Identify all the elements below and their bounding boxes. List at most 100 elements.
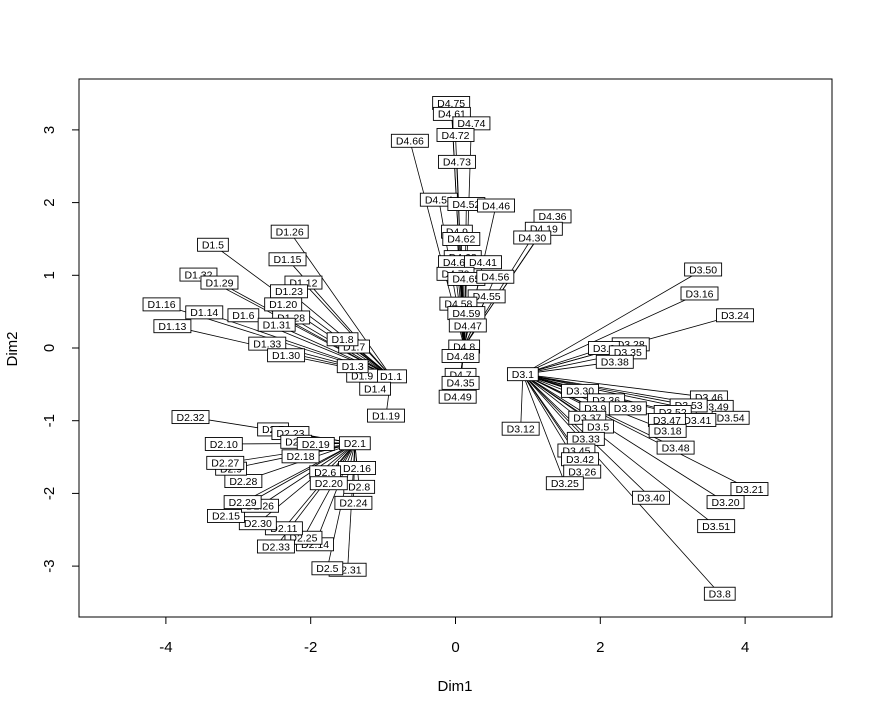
label-box-frame [716,308,754,323]
point-label: D3.51 [702,521,730,533]
x-tick-label: 4 [741,639,749,656]
point-label: D2.10 [210,439,238,451]
point-label-box: D2.6 [309,465,342,480]
point-label: D4.36 [539,211,567,223]
label-box-frame [441,349,480,363]
label-box-frame [268,252,307,267]
point-label: D2.11 [270,523,297,535]
point-label-box: D1.15 [268,252,307,267]
label-box-frame [608,401,647,416]
label-box-frame [207,508,245,523]
y-tick-label: 2 [41,198,58,206]
point-label: D2.5 [316,563,338,575]
point-label: D1.9 [351,370,373,382]
point-label: D2.15 [212,511,240,523]
label-box-frame [257,317,296,332]
x-tick-label: -4 [159,639,172,656]
point-label-box: D3.47 [647,413,686,427]
label-box-frame [200,275,239,290]
point-label-box: D4.35 [441,375,480,390]
point-label: D1.15 [274,254,302,266]
y-tick-label: 1 [41,271,58,279]
point-label: D1.30 [272,350,300,362]
label-box-frame [367,408,405,423]
point-labels: D1.1D1.4D1.9D1.7D1.8D1.3D1.19D1.26D1.5D1… [142,96,769,601]
label-box-frame [153,319,192,334]
connector-line [303,443,356,538]
point-label: D3.21 [735,484,763,496]
point-label-box: D2.32 [171,410,210,425]
label-box-frame [256,539,295,554]
point-label-box: D1.4 [359,381,391,396]
point-label: D4.73 [443,157,471,169]
point-label-box: D2.8 [343,479,376,494]
connector-line [303,282,392,377]
y-tick-label: 3 [41,126,58,134]
point-label: D2.32 [176,412,204,424]
point-label-box: D1.3 [336,359,369,374]
point-label-box: D1.30 [267,348,306,363]
point-label-box: D2.33 [256,539,295,554]
point-label: D4.49 [444,392,472,404]
point-label: D1.5 [202,240,224,252]
label-box-frame [197,237,229,252]
connector-line [522,373,709,398]
point-label: D3.48 [662,442,690,454]
point-label-box: D2.16 [338,461,376,475]
point-label: D3.40 [637,493,665,505]
point-label-box: D1.13 [153,319,192,334]
x-tick-label: -2 [304,639,317,656]
point-label-box: D3.1 [506,367,539,382]
point-label: D1.23 [275,286,303,298]
point-label-box: D3.54 [711,410,750,425]
point-label: D4.74 [457,118,485,130]
point-label-box: D4.72 [436,128,475,142]
label-box-frame [648,423,687,438]
x-tick-label: 0 [451,639,459,656]
point-label-box: D3.51 [697,519,736,534]
connector-line [522,293,700,375]
point-label: D4.52 [452,199,480,211]
point-label-box: D3.5 [582,419,614,434]
connector-line [522,373,717,527]
point-label: D4.48 [447,351,475,363]
point-label-box: D3.40 [632,490,670,505]
point-label: D3.16 [685,288,713,300]
point-label-box: D3.25 [545,476,584,491]
label-box-frame [513,230,552,245]
point-label: D2.6 [314,467,336,479]
label-box-frame [227,308,260,323]
point-label: D3.18 [654,426,682,438]
point-label-box: D1.16 [142,297,181,312]
point-label: D4.59 [452,308,480,320]
point-label: D4.55 [473,291,501,303]
point-label: D3.41 [683,415,711,427]
point-label: D4.41 [469,257,497,269]
label-box-frame [684,262,723,277]
point-label: D3.42 [566,454,594,466]
point-label: D3.50 [689,264,717,276]
connector-line [522,373,721,595]
point-label-box: D3.42 [561,452,599,467]
label-box-frame [545,476,584,491]
point-label-box: D4.59 [447,306,486,321]
label-box-frame [632,490,670,505]
label-box-frame [326,332,359,347]
point-label: D1.3 [342,361,364,373]
label-box-frame [311,561,344,576]
point-label-box: D4.56 [476,269,515,284]
point-label-box: D4.36 [533,209,572,224]
point-label: D3.26 [568,466,596,478]
point-label: D2.28 [229,476,257,488]
point-label: D3.39 [614,403,642,415]
point-label-box: D4.48 [441,349,480,363]
y-axis: -3 -2 -1 0 1 2 3 [41,126,79,573]
point-label: D3.1 [512,369,534,381]
point-label: D1.20 [269,299,297,311]
connector-line [522,374,566,484]
label-box-frame [334,495,373,510]
label-box-frame [464,255,502,270]
label-box-frame [206,455,245,470]
point-label: D3.38 [601,357,629,369]
point-label-box: D2.29 [223,495,262,510]
